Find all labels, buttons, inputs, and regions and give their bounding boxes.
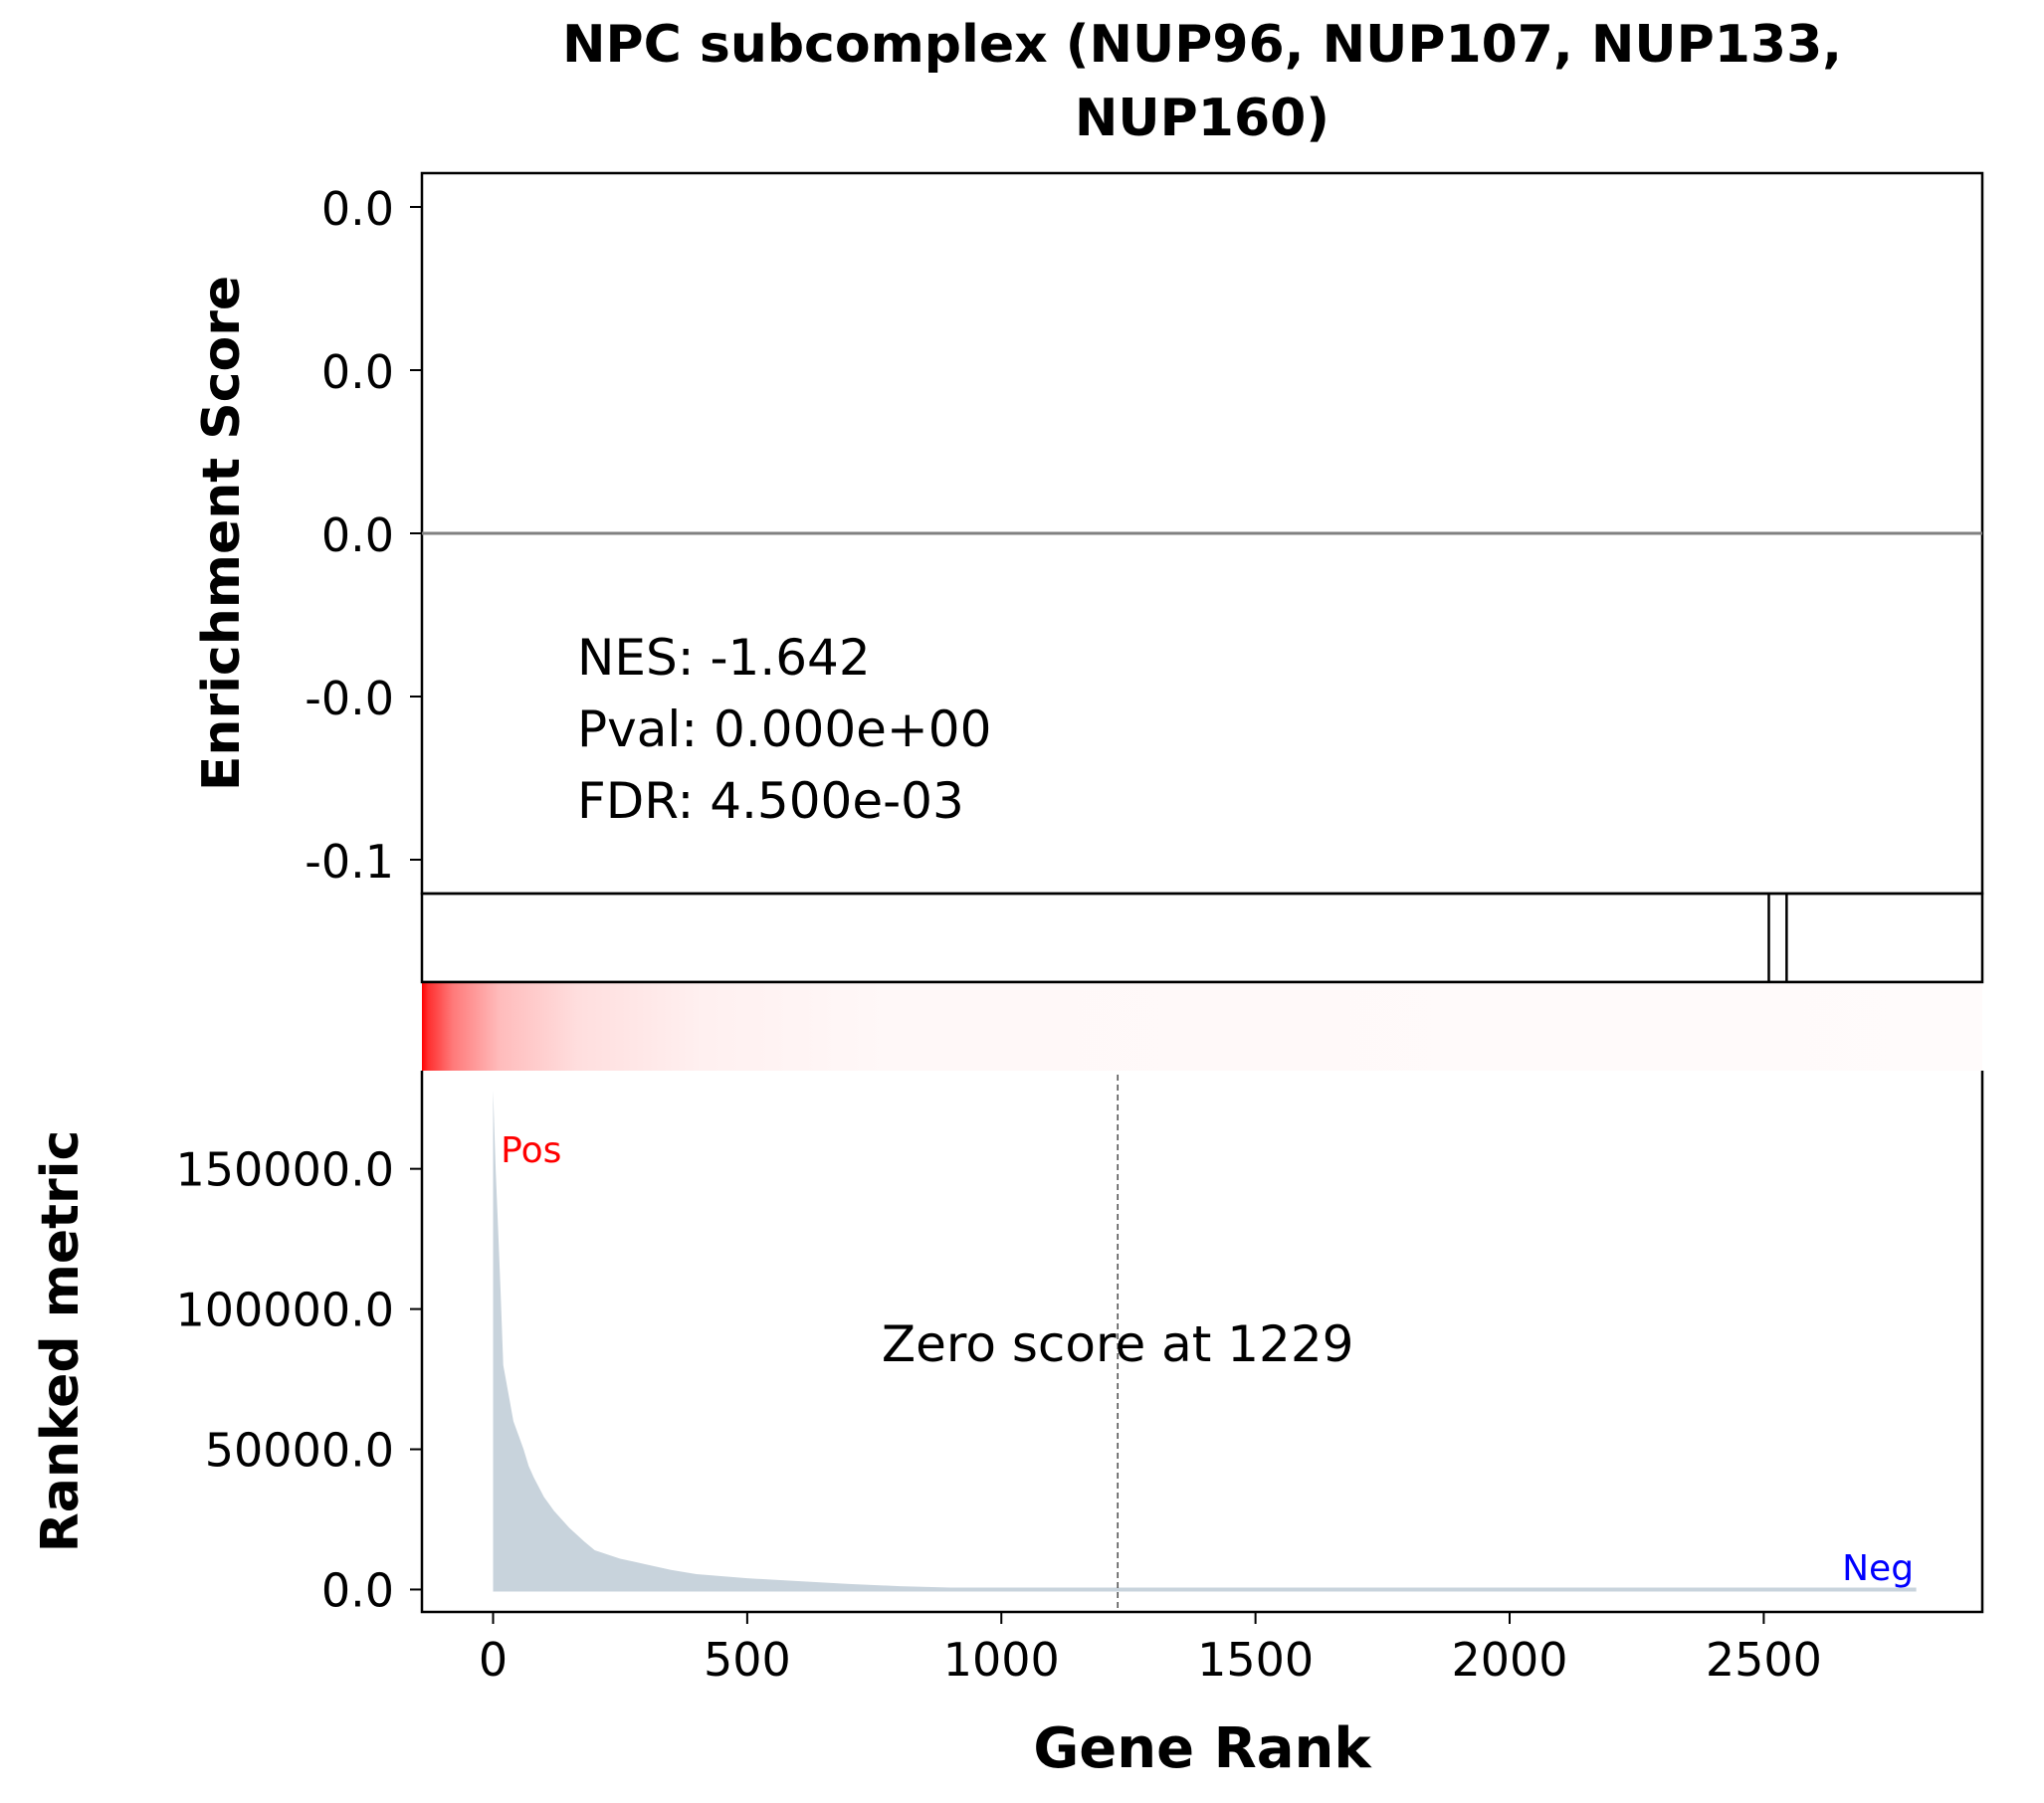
fdr-stat: FDR: 4.500e-03 bbox=[577, 772, 964, 830]
metric-ylabel: Ranked metric bbox=[31, 1130, 91, 1553]
hits-panel-frame bbox=[420, 892, 1984, 984]
es-ytick-label: 0.0 bbox=[321, 182, 394, 236]
ranked-metric-panel: 0 500 1000 1500 2000 2500 0.0 50000.0 100000.0 1… bbox=[31, 1071, 1984, 1781]
enrichment-score-panel: 0.0 0.0 0.0 -0.0 -0.1 Enrichment Score N… bbox=[192, 171, 1984, 896]
x-tick-label: 2000 bbox=[1451, 1633, 1567, 1687]
chart-title-line-2: NUP160) bbox=[1075, 89, 1329, 148]
es-ytick-label: -0.0 bbox=[305, 672, 394, 725]
ranking-heatmap-panel bbox=[422, 980, 1982, 1071]
zero-score-annotation: Zero score at 1229 bbox=[882, 1315, 1354, 1373]
gene-hits-panel bbox=[420, 892, 1984, 984]
x-tick-label: 1500 bbox=[1197, 1633, 1314, 1687]
x-tick-label: 500 bbox=[704, 1633, 791, 1687]
ranked-metric-frame bbox=[420, 1071, 1984, 1614]
pos-label: Pos bbox=[501, 1130, 561, 1171]
x-tick-label: 1000 bbox=[943, 1633, 1060, 1687]
y-tick-label: 150000.0 bbox=[176, 1143, 395, 1197]
pval-stat: Pval: 0.000e+00 bbox=[577, 701, 991, 758]
x-tick-label: 2500 bbox=[1706, 1633, 1822, 1687]
es-ytick-label: 0.0 bbox=[321, 345, 394, 399]
y-tick-label: 0.0 bbox=[321, 1563, 394, 1617]
x-tick-label: 0 bbox=[479, 1633, 508, 1687]
es-ytick-label: -0.1 bbox=[305, 835, 394, 889]
ranking-heatmap-bar bbox=[422, 982, 1982, 1071]
chart-title-line-1: NPC subcomplex (NUP96, NUP107, NUP133, bbox=[562, 15, 1842, 75]
neg-label: Neg bbox=[1842, 1548, 1914, 1589]
es-ylabel: Enrichment Score bbox=[192, 276, 252, 791]
es-ytick-label: 0.0 bbox=[321, 508, 394, 562]
y-tick-label: 100000.0 bbox=[176, 1284, 395, 1337]
y-tick-label: 50000.0 bbox=[205, 1424, 394, 1478]
gene-rank-xlabel: Gene Rank bbox=[1033, 1716, 1372, 1781]
nes-stat: NES: -1.642 bbox=[577, 629, 871, 687]
